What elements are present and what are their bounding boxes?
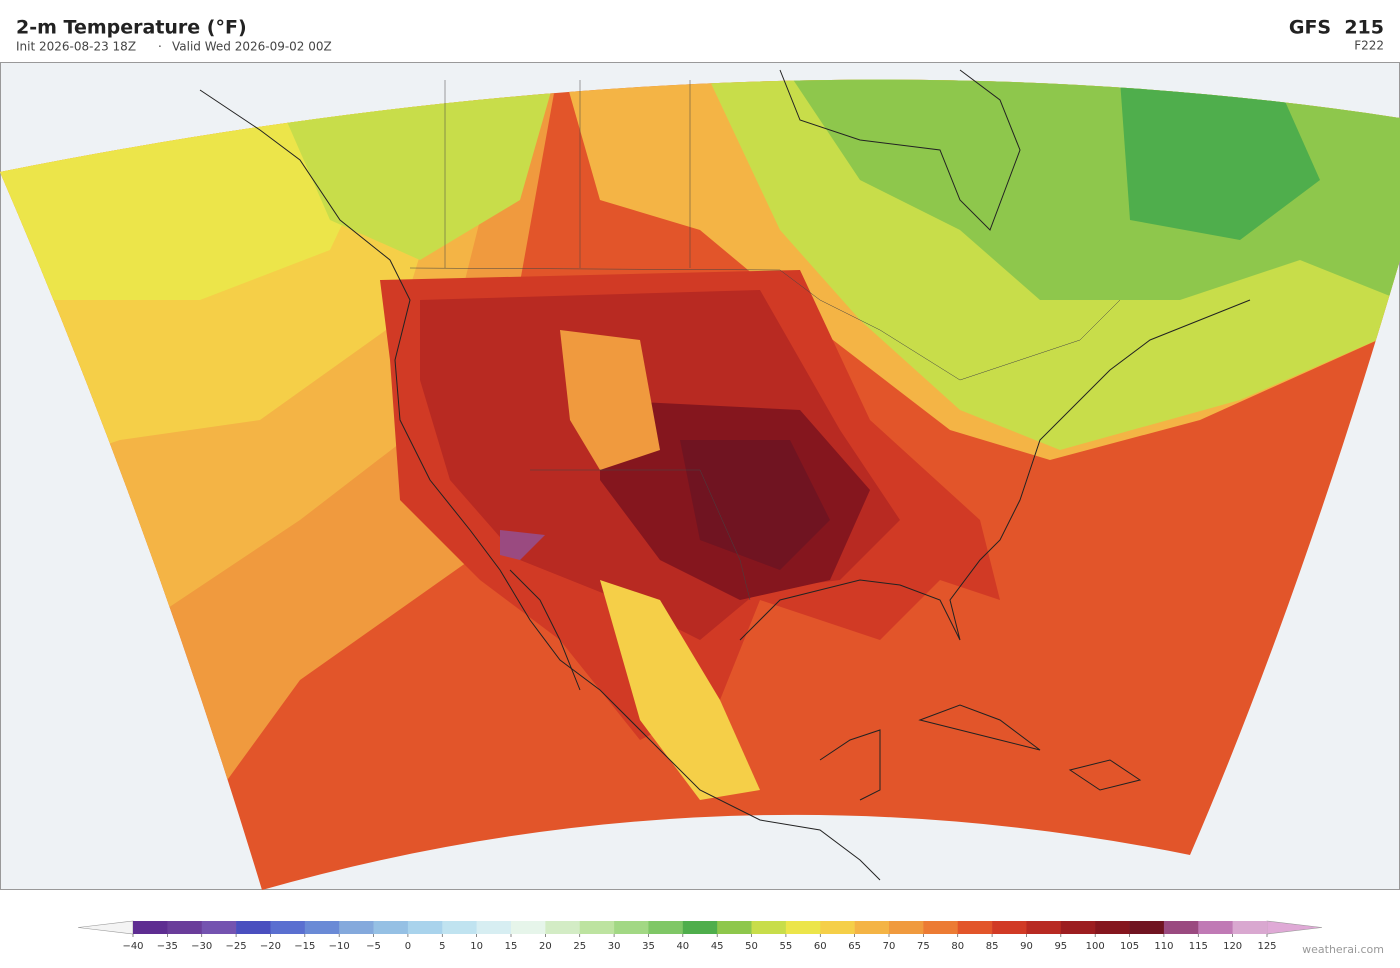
colorbar-segment [614, 921, 649, 934]
colorbar-tick-label: 105 [1120, 941, 1139, 952]
colorbar-segment [579, 921, 615, 934]
colorbar-tick-label: −35 [157, 941, 178, 952]
colorbar-segment [511, 921, 546, 934]
valid-time: Valid Wed 2026-09-02 00Z [172, 40, 332, 54]
colorbar-tick-label: 90 [1020, 941, 1033, 952]
colorbar-segment [1026, 921, 1062, 934]
forecast-hour: F222 [1354, 39, 1384, 53]
colorbar-tick-label: −20 [260, 941, 281, 952]
colorbar-segment [1163, 921, 1199, 934]
colorbar-tick-label: 120 [1223, 941, 1242, 952]
init-time: Init 2026-08-23 18Z [16, 40, 136, 54]
colorbar-tick-label: 15 [505, 941, 518, 952]
colorbar-segment [270, 921, 306, 934]
colorbar-tick-label: −5 [366, 941, 381, 952]
colorbar-segment [957, 921, 993, 934]
colorbar-tick-label: 0 [405, 941, 411, 952]
model-label: GFS 215 [1289, 17, 1384, 39]
colorbar-tick-label: 115 [1189, 941, 1208, 952]
colorbar-segment [236, 921, 271, 934]
colorbar-tick-label: −30 [191, 941, 212, 952]
colorbar-tick-label: 25 [573, 941, 586, 952]
colorbar-tick-label: 60 [814, 941, 827, 952]
colorbar-segment [407, 921, 443, 934]
colorbar-tick-label: 40 [676, 941, 689, 952]
credit: weatherai.com [1302, 943, 1384, 956]
colorbar-segment [201, 921, 237, 934]
colorbar-segment [1232, 921, 1268, 934]
colorbar-tick-label: 70 [883, 941, 896, 952]
colorbar-segment [648, 921, 684, 934]
colorbar-segment [889, 921, 924, 934]
title: 2-m Temperature (°F) [16, 17, 247, 39]
colorbar-segment [923, 921, 959, 934]
colorbar-tick-label: 110 [1154, 941, 1173, 952]
colorbar: −40 −35 −30 −25 −20 −15 −10 −5 0 5 10 15 20 25 30 35 40 4… [77, 920, 1323, 952]
colorbar-tick-label: 5 [439, 941, 445, 952]
colorbar-segment [1129, 921, 1165, 934]
colorbar-segment [339, 921, 374, 934]
colorbar-tick-label: 35 [642, 941, 655, 952]
colorbar-tick-label: 75 [917, 941, 930, 952]
colorbar-segment [1198, 921, 1233, 934]
colorbar-tick-label: 65 [848, 941, 861, 952]
separator: · [158, 40, 162, 54]
colorbar-segment [717, 921, 752, 934]
colorbar-segment [751, 921, 787, 934]
colorbar-tick-label: 80 [951, 941, 964, 952]
colorbar-tick-label: 85 [986, 941, 999, 952]
colorbar-segment [304, 921, 340, 934]
colorbar-tick-label: 20 [539, 941, 552, 952]
colorbar-tick-label: 30 [608, 941, 621, 952]
colorbar-segment [545, 921, 581, 934]
colorbar-segment [373, 921, 409, 934]
colorbar-segment [992, 921, 1027, 934]
colorbar-segment [133, 921, 168, 934]
colorbar-segment [682, 921, 718, 934]
temperature-field [0, 79, 1400, 891]
over-extension [1266, 920, 1323, 935]
colorbar-tick-label: 55 [780, 941, 793, 952]
colorbar-tick-label: 95 [1054, 941, 1067, 952]
colorbar-segment [820, 921, 855, 934]
colorbar-tick-label: −10 [329, 941, 350, 952]
borders [409, 80, 1121, 601]
colorbar-segment [476, 921, 512, 934]
under-extension [77, 920, 134, 935]
colorbar-segment [1060, 921, 1096, 934]
colorbar-tick-label: −40 [122, 941, 143, 952]
colorbar-tick-label: 100 [1086, 941, 1105, 952]
coastlines [199, 69, 1251, 881]
colorbar-tick-label: −15 [294, 941, 315, 952]
colorbar-segment [442, 921, 477, 934]
colorbar-tick-label: 50 [745, 941, 758, 952]
colorbar-segment [785, 921, 821, 934]
colorbar-segment [167, 921, 203, 934]
colorbar-tick-label: −25 [226, 941, 247, 952]
colorbar-tick-label: 10 [470, 941, 483, 952]
colorbar-tick-label: 125 [1257, 941, 1276, 952]
colorbar-segment [854, 921, 890, 934]
colorbar-tick-label: 45 [711, 941, 724, 952]
colorbar-segment [1095, 921, 1130, 934]
